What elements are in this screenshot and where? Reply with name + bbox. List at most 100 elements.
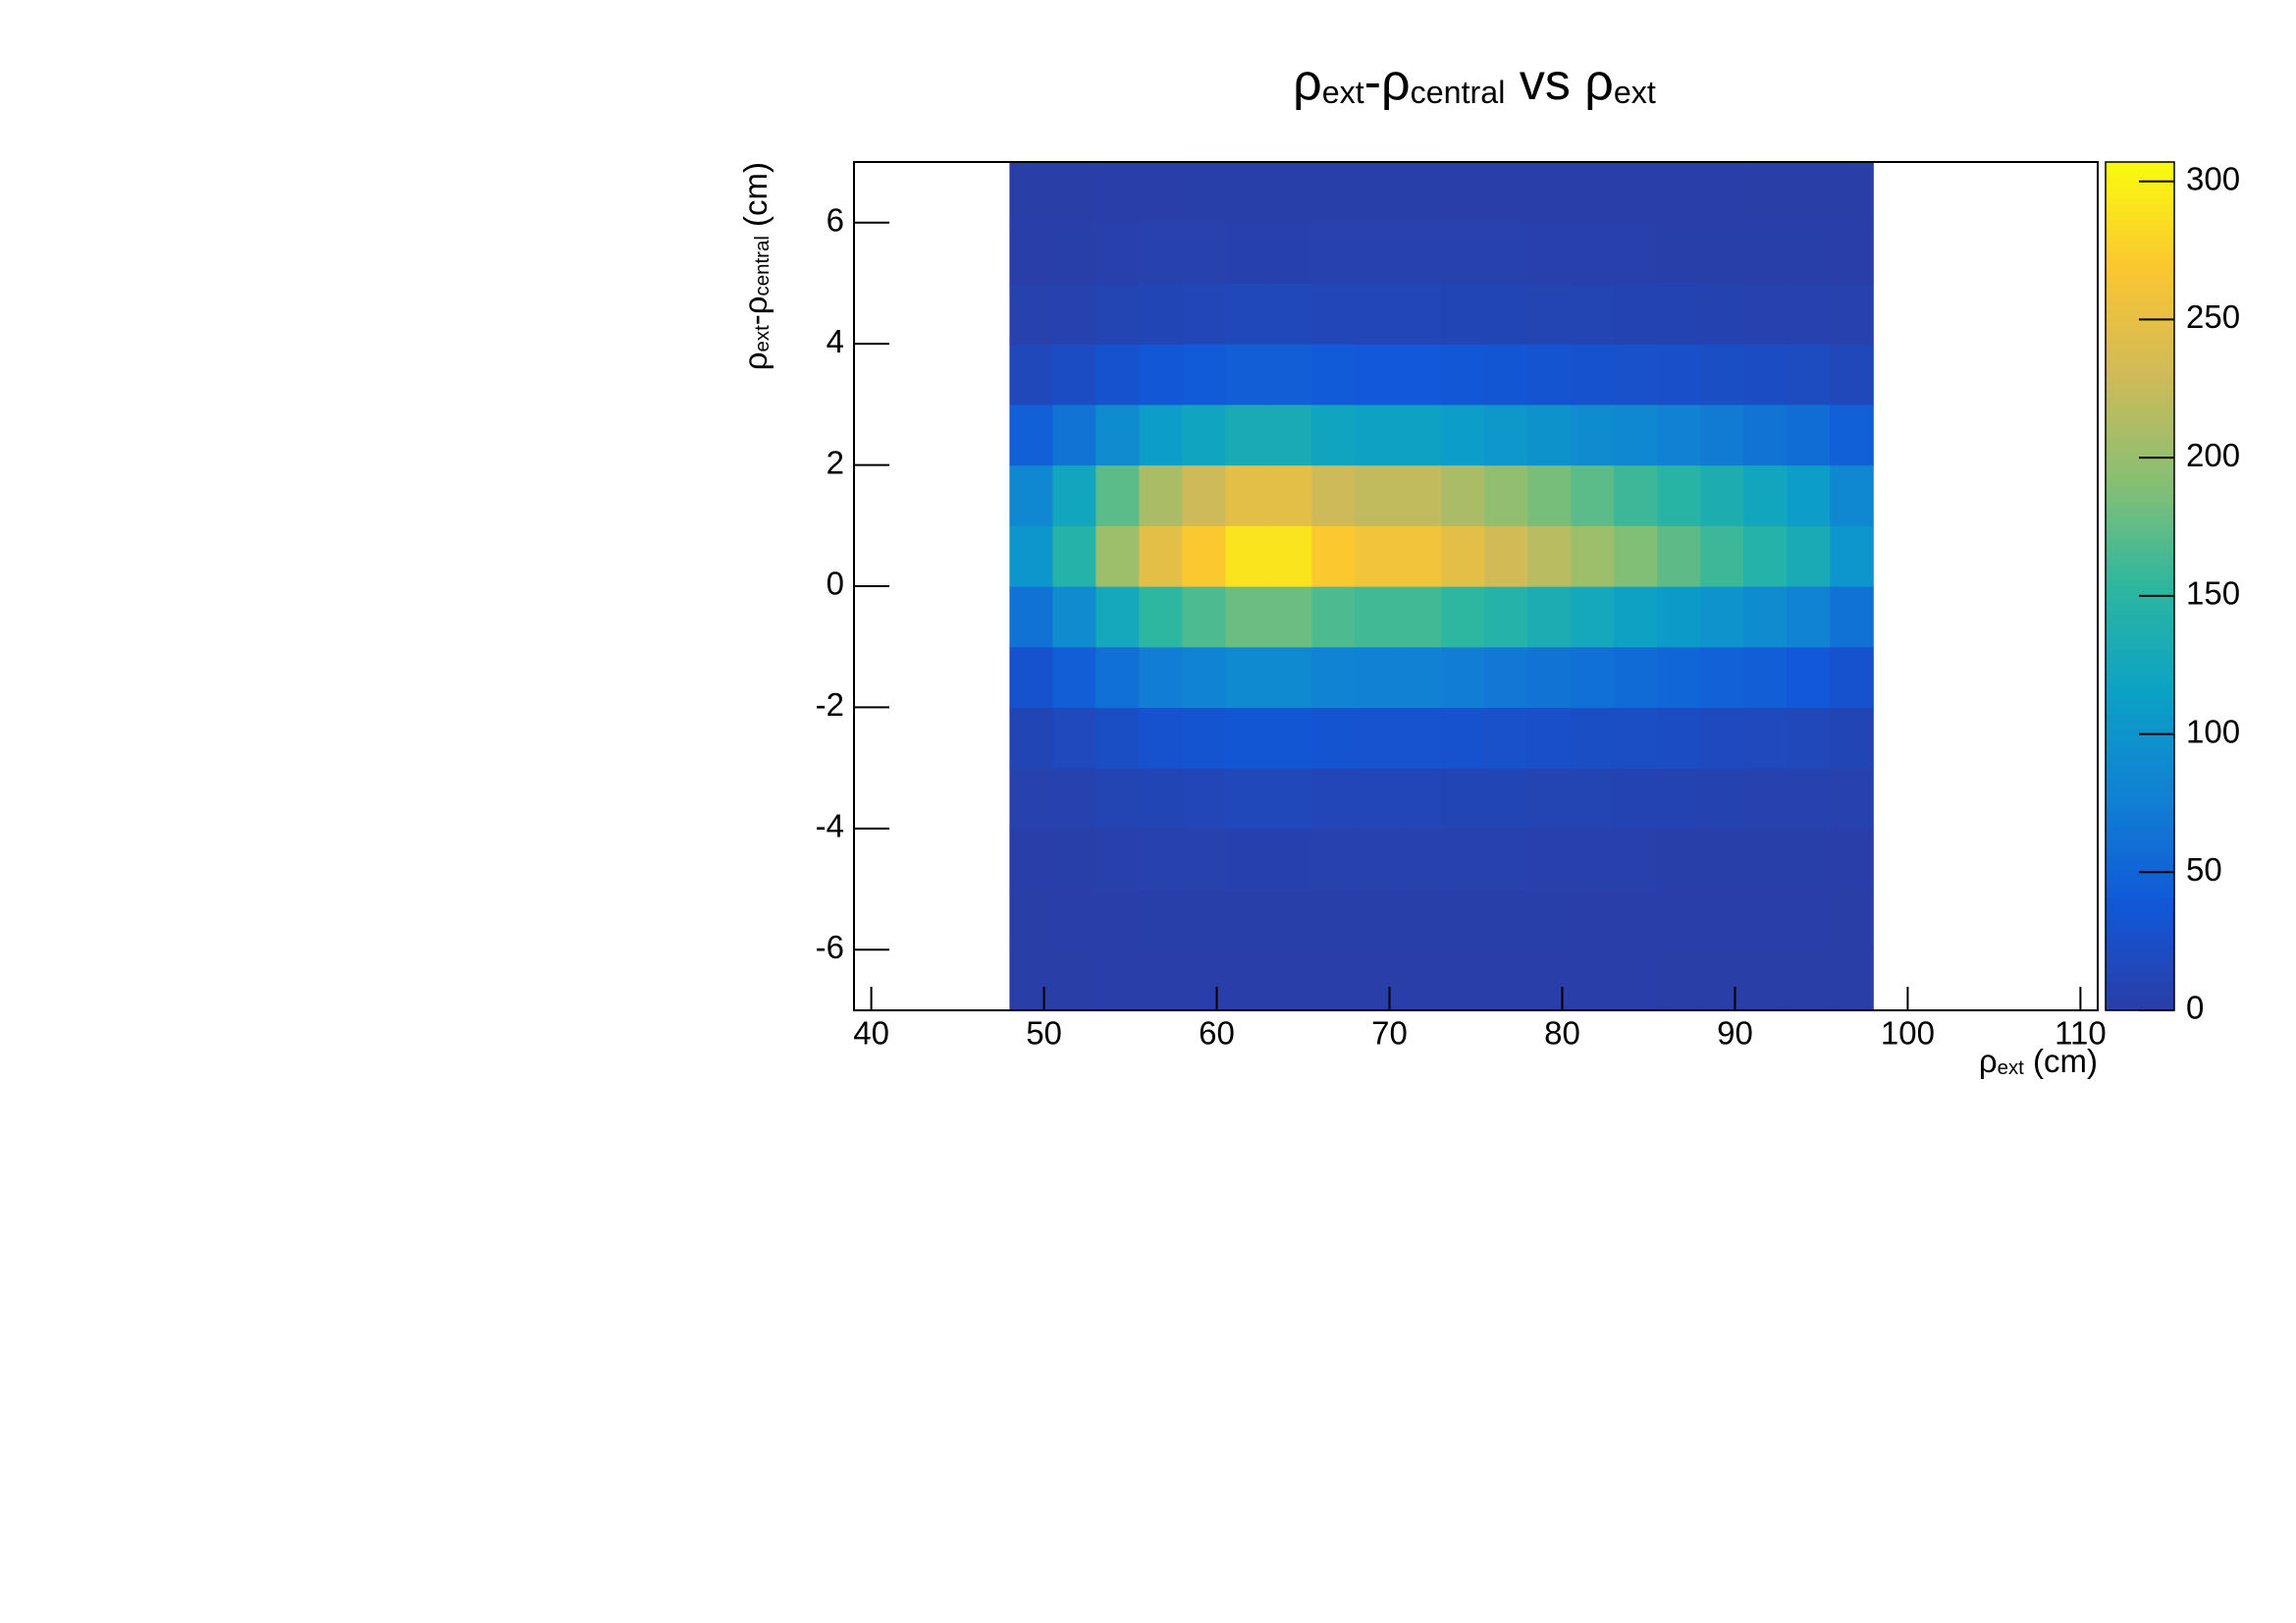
y-tick-label: 2 [827,444,844,480]
heatmap-cell [1484,525,1528,587]
heatmap-cell [1268,162,1312,224]
colorbar-swatch [2106,317,2174,326]
colorbar-swatch [2106,677,2174,686]
heatmap-cell [1441,707,1485,769]
heatmap-cell [1571,768,1615,830]
heatmap-cell [1830,586,1874,648]
heatmap-cell [1700,768,1744,830]
y-tick-label: 6 [827,201,844,238]
heatmap-cell [1268,283,1312,345]
heatmap-cell [1268,222,1312,285]
heatmap-cell [1700,828,1744,891]
heatmap-cell [1527,404,1572,466]
colorbar-swatch [2106,706,2174,715]
heatmap-cell [1614,828,1658,891]
heatmap-cell [1355,586,1399,648]
colorbar-swatch [2106,218,2174,227]
heatmap-cell [1657,586,1701,648]
colorbar-swatch [2106,904,2174,912]
heatmap-cell [1484,162,1528,224]
colorbar-swatch [2106,699,2174,707]
chart-title: ρext-ρcentral vs ρext [1293,54,1656,111]
heatmap-cell [1441,768,1485,830]
colorbar-swatch [2106,480,2174,488]
heatmap-cell [1095,404,1140,466]
heatmap-cell [1830,525,1874,587]
colorbar-swatch [2106,162,2174,170]
colorbar-swatch [2106,558,2174,566]
heatmap-cell [1657,344,1701,406]
heatmap-cell [1571,404,1615,466]
heatmap-cell [1571,646,1615,709]
heatmap-cell [1657,768,1701,830]
heatmap-cell [1527,828,1572,891]
colorbar-swatch [2106,409,2174,417]
heatmap-cell [1311,768,1356,830]
heatmap-cell [1614,404,1658,466]
heatmap-cell [1095,707,1140,769]
heatmap-cell [1268,525,1312,587]
colorbar-swatch [2106,225,2174,234]
x-tick-label: 50 [1026,1015,1062,1052]
heatmap-cell [1182,586,1226,648]
colorbar-swatch [2106,975,2174,983]
heatmap-cell [1614,222,1658,285]
heatmap-cell [1225,949,1269,1011]
x-tick-label: 60 [1199,1015,1235,1052]
heatmap-cell [1527,768,1572,830]
z-tick-label: 250 [2186,298,2240,335]
heatmap-cell [1311,283,1356,345]
colorbar-swatch [2106,197,2174,205]
subscript: ext [1322,75,1364,110]
colorbar-swatch [2106,947,2174,954]
heatmap-cell [1139,586,1183,648]
heatmap-cell [1139,344,1183,406]
heatmap-cell [1787,586,1831,648]
z-tick-label: 300 [2186,160,2240,196]
colorbar-swatch [2106,720,2174,729]
heatmap-cell [1527,222,1572,285]
heatmap-cell [1614,344,1658,406]
heatmap-cell [1614,525,1658,587]
heatmap-cell [1139,283,1183,345]
heatmap-cell [1787,404,1831,466]
colorbar-swatch [2106,551,2174,559]
heatmap-cell [1657,949,1701,1011]
heatmap-cell [1182,283,1226,345]
heatmap-cell [1398,525,1442,587]
colorbar-swatch [2106,452,2174,460]
heatmap-cell [1052,283,1096,345]
colorbar-swatch [2106,571,2174,580]
heatmap-cell [1700,162,1744,224]
heatmap-cell [1398,768,1442,830]
heatmap-cell [1009,646,1053,709]
heatmap-cell [1527,949,1572,1011]
colorbar-swatch [2106,296,2174,304]
heatmap-cell [1700,949,1744,1011]
heatmap-cell [1139,707,1183,769]
heatmap-cell [1182,889,1226,950]
heatmap-cell [1830,889,1874,950]
colorbar-swatch [2106,282,2174,291]
heatmap-cell [1225,768,1269,830]
x-tick-label: 90 [1717,1015,1753,1052]
heatmap-cell [1614,464,1658,526]
subscript: ext [1998,1056,2025,1079]
y-tick-label: 4 [827,323,844,359]
colorbar-swatch [2106,932,2174,941]
z-tick-label: 200 [2186,437,2240,473]
colorbar-swatch [2106,847,2174,856]
heatmap-cell [1139,525,1183,587]
colorbar-swatch [2106,522,2174,530]
colorbar-swatch [2106,748,2174,757]
y-tick-label: -4 [816,808,844,844]
colorbar-swatch [2106,600,2174,609]
heatmap-cell [1095,464,1140,526]
heatmap-cell [1441,464,1485,526]
colorbar-swatch [2106,763,2174,771]
subscript: ext [1614,75,1656,110]
heatmap-cell [1311,525,1356,587]
heatmap-cell [1527,889,1572,950]
heatmap-cell [1052,344,1096,406]
